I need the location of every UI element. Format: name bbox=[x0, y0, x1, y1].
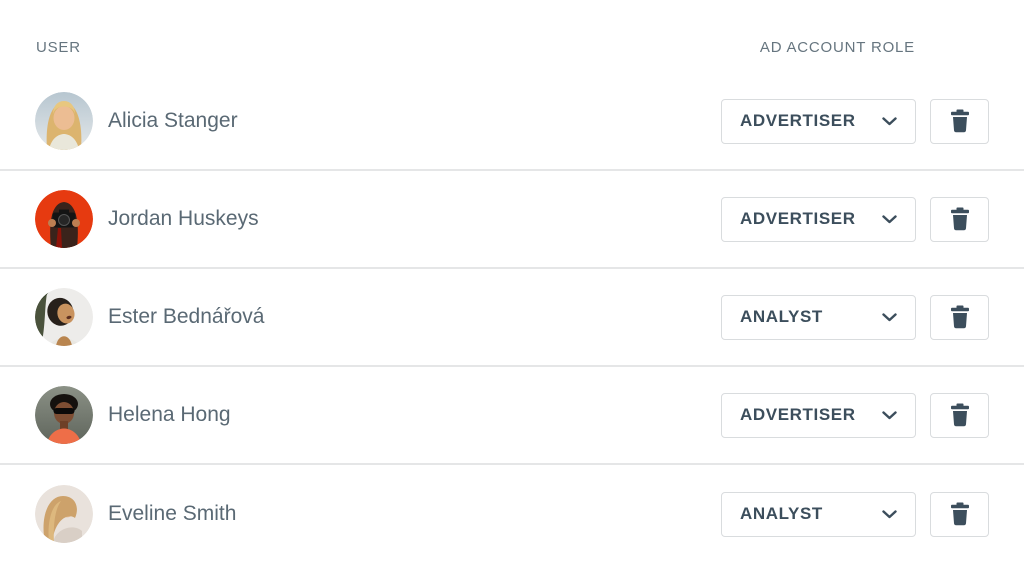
role-dropdown[interactable]: ANALYST bbox=[721, 294, 916, 340]
delete-user-button[interactable] bbox=[930, 98, 989, 144]
trash-icon bbox=[950, 109, 969, 133]
row-actions: ANALYST bbox=[721, 491, 989, 537]
user-name: Alicia Stanger bbox=[108, 109, 238, 132]
row-actions: ADVERTISER bbox=[721, 98, 989, 144]
role-value: ANALYST bbox=[740, 307, 823, 326]
table-row: Alicia Stanger ADVERTISER bbox=[0, 73, 1024, 171]
chevron-down-icon bbox=[882, 116, 897, 125]
user-name: Eveline Smith bbox=[108, 502, 237, 525]
chevron-down-icon bbox=[882, 312, 897, 321]
chevron-down-icon bbox=[882, 214, 897, 223]
chevron-down-icon bbox=[882, 509, 897, 518]
eveline-smith-avatar bbox=[35, 485, 93, 543]
helena-hong-avatar bbox=[35, 386, 93, 444]
user-cell: Ester Bednářová bbox=[35, 288, 264, 346]
user-cell: Alicia Stanger bbox=[35, 92, 238, 150]
table-row: Helena Hong ADVERTISER bbox=[0, 367, 1024, 465]
role-dropdown[interactable]: ADVERTISER bbox=[721, 392, 916, 438]
jordan-huskeys-avatar bbox=[35, 190, 93, 248]
table-row: Ester Bednářová ANALYST bbox=[0, 269, 1024, 367]
user-cell: Helena Hong bbox=[35, 386, 231, 444]
row-actions: ADVERTISER bbox=[721, 196, 989, 242]
delete-user-button[interactable] bbox=[930, 392, 989, 438]
role-dropdown[interactable]: ADVERTISER bbox=[721, 98, 916, 144]
ester-bednarova-avatar bbox=[35, 288, 93, 346]
delete-user-button[interactable] bbox=[930, 294, 989, 340]
role-value: ADVERTISER bbox=[740, 405, 856, 424]
row-actions: ADVERTISER bbox=[721, 392, 989, 438]
trash-icon bbox=[950, 305, 969, 329]
table-header: USER AD ACCOUNT ROLE bbox=[0, 0, 1024, 73]
role-value: ANALYST bbox=[740, 504, 823, 523]
role-value: ADVERTISER bbox=[740, 111, 856, 130]
delete-user-button[interactable] bbox=[930, 491, 989, 537]
chevron-down-icon bbox=[882, 410, 897, 419]
role-column-header: AD ACCOUNT ROLE bbox=[759, 39, 915, 56]
trash-icon bbox=[950, 502, 969, 526]
row-actions: ANALYST bbox=[721, 294, 989, 340]
user-cell: Jordan Huskeys bbox=[35, 190, 259, 248]
trash-icon bbox=[950, 403, 969, 427]
alicia-stanger-avatar bbox=[35, 92, 93, 150]
user-cell: Eveline Smith bbox=[35, 485, 236, 543]
user-role-table: USER AD ACCOUNT ROLE bbox=[0, 0, 1024, 563]
user-name: Helena Hong bbox=[108, 403, 231, 426]
role-value: ADVERTISER bbox=[740, 209, 856, 228]
user-name: Jordan Huskeys bbox=[108, 207, 259, 230]
delete-user-button[interactable] bbox=[930, 196, 989, 242]
trash-icon bbox=[950, 207, 969, 231]
role-dropdown[interactable]: ANALYST bbox=[721, 491, 916, 537]
role-dropdown[interactable]: ADVERTISER bbox=[721, 196, 916, 242]
table-row: Jordan Huskeys ADVERTISER bbox=[0, 171, 1024, 269]
table-row: Eveline Smith ANALYST bbox=[0, 465, 1024, 563]
user-name: Ester Bednářová bbox=[108, 305, 265, 328]
user-column-header: USER bbox=[36, 39, 81, 56]
